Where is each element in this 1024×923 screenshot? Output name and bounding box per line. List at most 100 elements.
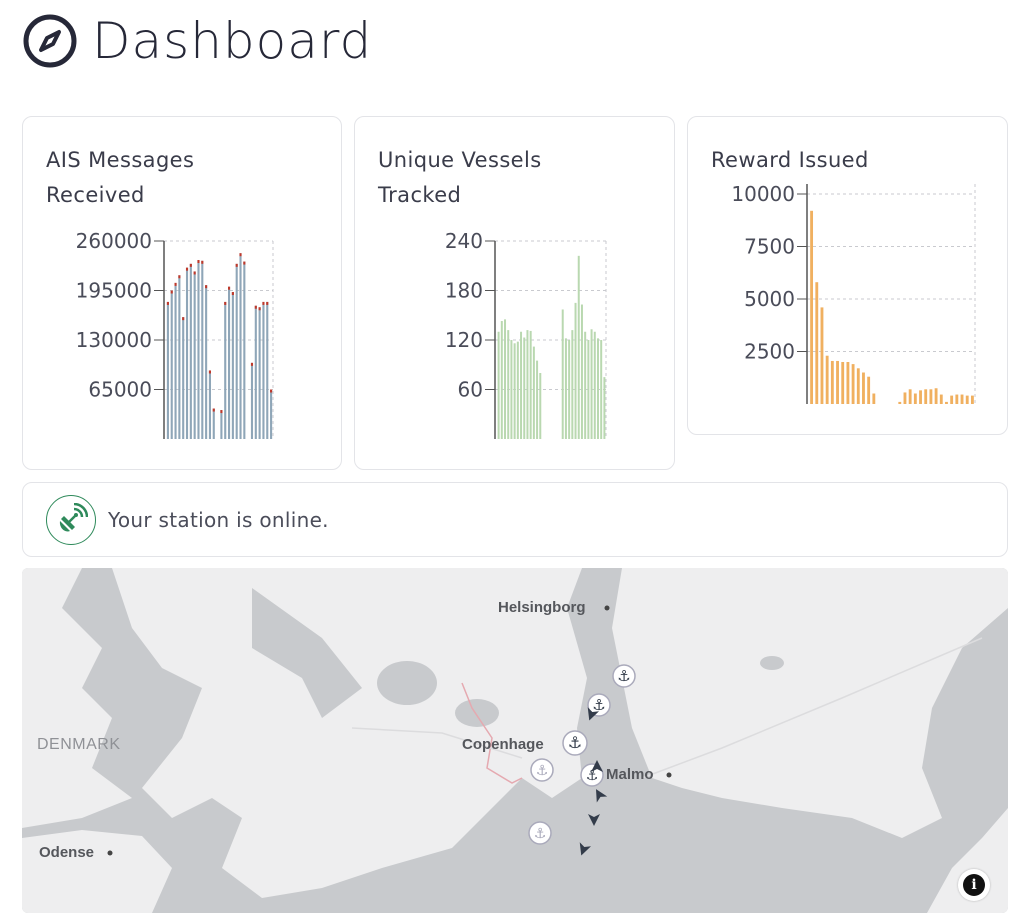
chart-bar — [497, 331, 500, 439]
svg-text:⚓: ⚓ — [534, 826, 547, 842]
chart-bar — [851, 364, 855, 404]
map-land-jutland — [22, 568, 132, 828]
chart-bar — [520, 331, 523, 439]
chart-bar-cap — [197, 260, 200, 264]
chart-bar-cap — [262, 301, 265, 305]
reward-issued-chart: 10000 7500 5000 2500 — [731, 182, 976, 404]
chart-bar — [178, 275, 181, 439]
chart-bar-cap — [208, 370, 211, 374]
chart-bar — [965, 395, 969, 404]
map-road — [351, 637, 983, 779]
map-fjord — [252, 588, 362, 718]
chart-bar — [185, 267, 189, 439]
chart-bar — [590, 329, 593, 439]
map-land-sweden — [612, 568, 1008, 838]
chart-tick-label: 130000 — [76, 328, 152, 352]
map-label-denmark: DENMARK — [37, 736, 121, 753]
reward-card-title: Reward Issued — [711, 148, 869, 172]
chart-bar — [924, 389, 928, 404]
city-dot-helsingborg — [604, 605, 610, 611]
chart-bar — [898, 401, 902, 404]
chart-bar — [201, 260, 204, 439]
chart-bar — [913, 393, 917, 404]
vessel-marker[interactable]: ⚓ — [528, 821, 552, 845]
vessel-arrow[interactable] — [576, 842, 592, 857]
chart-bar — [830, 360, 834, 404]
chart-bar — [564, 338, 567, 439]
chart-bar — [929, 389, 933, 404]
chart-bar — [825, 355, 829, 404]
chart-bar — [270, 389, 273, 439]
svg-text:⚓: ⚓ — [568, 733, 582, 752]
vessel-arrow[interactable] — [591, 786, 608, 803]
chart-bar-cap — [170, 290, 173, 294]
page-header: Dashboard — [22, 10, 372, 72]
page-title: Dashboard — [92, 12, 373, 70]
unique-vessels-chart: 240 180 120 60 — [445, 229, 607, 439]
ais-card-title-line2: Received — [46, 183, 145, 207]
map-land-funen — [22, 830, 172, 913]
chart-bar — [231, 292, 234, 439]
chart-bar — [934, 388, 938, 404]
vessels-card-title: Unique Vessels Tracked — [378, 143, 542, 213]
chart-bar-cap — [220, 410, 223, 414]
chart-bar — [189, 263, 192, 439]
vessel-arrow[interactable] — [584, 707, 600, 722]
chart-bar — [504, 319, 507, 439]
unique-vessels-card: Unique Vessels Tracked 240 180 120 60 — [354, 116, 675, 470]
chart-bar-cap — [189, 263, 192, 267]
map-lake — [377, 661, 437, 705]
chart-bar — [584, 331, 587, 439]
vessel-marker[interactable]: ⚓ — [562, 730, 588, 756]
vessel-marker[interactable]: ⚓ — [612, 664, 636, 688]
chart-bar — [820, 307, 824, 404]
chart-bar — [571, 330, 574, 439]
chart-bar — [600, 340, 603, 439]
chart-bar — [258, 307, 261, 439]
chart-bar — [903, 392, 907, 404]
ais-card-title-line1: AIS Messages — [46, 148, 195, 172]
chart-bar — [513, 343, 516, 439]
vessel-marker[interactable]: ⚓ — [587, 693, 611, 717]
chart-bar-cap — [250, 362, 254, 366]
map-info-button[interactable]: i — [958, 869, 990, 901]
map-label-copenhagen: Copenhage — [462, 736, 544, 753]
chart-bar — [919, 390, 922, 404]
chart-bar-cap — [201, 260, 204, 264]
chart-tick-label: 240 — [445, 229, 483, 253]
chart-bar — [945, 401, 948, 404]
chart-tick-label: 10000 — [731, 182, 795, 206]
compass-icon — [23, 14, 77, 68]
chart-bar — [872, 393, 876, 404]
map-canvas[interactable]: ⚓ ⚓ ⚓ ⚓ ⚓ ⚓ — [22, 568, 1008, 913]
city-dot-malmo — [666, 772, 672, 778]
chart-bar — [577, 255, 580, 439]
chart-bar — [532, 346, 535, 439]
chart-tick-label: 260000 — [76, 229, 152, 253]
chart-bar — [500, 321, 503, 439]
vessel-arrow[interactable] — [591, 760, 603, 772]
vessel-marker[interactable]: ⚓ — [580, 763, 604, 787]
chart-bar — [526, 330, 529, 439]
chart-bar-cap — [166, 301, 169, 305]
chart-bar — [603, 377, 606, 439]
chart-bar — [810, 210, 814, 404]
chart-bar — [561, 309, 564, 439]
chart-tick-label: 7500 — [744, 235, 795, 259]
map-label-helsingborg: Helsingborg — [498, 599, 586, 616]
chart-bar — [250, 362, 254, 439]
chart-bar — [228, 286, 231, 439]
map-border — [461, 682, 523, 784]
chart-tick-label: 120 — [445, 328, 483, 352]
chart-bar — [867, 376, 871, 404]
vessel-arrow[interactable] — [588, 814, 600, 826]
vessel-marker[interactable]: ⚓ — [530, 758, 554, 782]
chart-tick-label: 60 — [458, 378, 483, 402]
chart-tick-label: 195000 — [76, 279, 152, 303]
chart-bar — [193, 271, 196, 439]
chart-tick-label: 5000 — [744, 287, 795, 311]
chart-bar — [939, 394, 943, 404]
chart-bar-cap — [182, 317, 185, 321]
vessel-map[interactable]: ⚓ ⚓ ⚓ ⚓ ⚓ ⚓ Helsingborg Copenhage Malmo … — [22, 568, 1008, 913]
chart-bar — [587, 340, 590, 439]
